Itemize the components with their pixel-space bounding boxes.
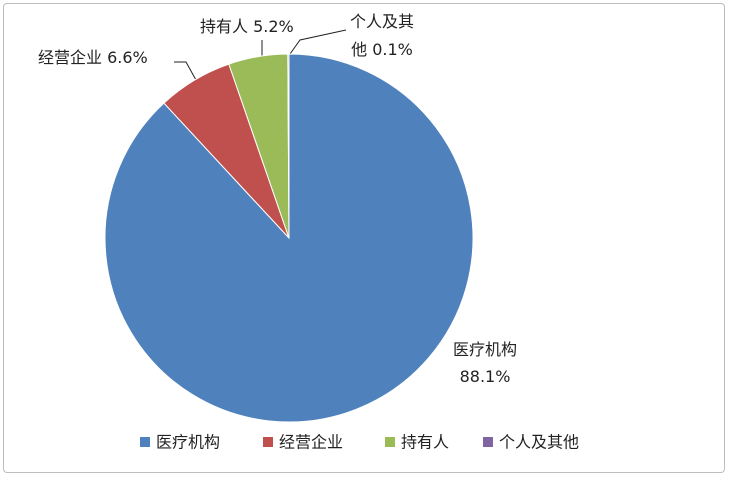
- data-label: 个人及其他 0.1%: [346, 8, 418, 64]
- data-label: 医疗机构 88.1%: [440, 336, 530, 390]
- legend-label: 个人及其他: [499, 433, 579, 452]
- legend-swatch: [385, 437, 395, 447]
- label-category: 经营企业: [38, 48, 103, 67]
- label-value: 6.6%: [107, 48, 148, 67]
- label-value: 88.1%: [459, 367, 511, 386]
- label-value: 5.2%: [253, 17, 294, 36]
- leader-line: [174, 61, 197, 81]
- legend-swatch: [263, 437, 273, 447]
- chart-border: [3, 3, 725, 473]
- legend-swatch: [483, 437, 493, 447]
- label-value: 0.1%: [372, 40, 413, 59]
- legend-label: 持有人: [401, 433, 449, 452]
- legend-swatch: [140, 437, 150, 447]
- label-category: 医疗机构: [452, 340, 517, 359]
- label-category: 持有人: [200, 17, 249, 36]
- legend-label: 医疗机构: [156, 433, 220, 452]
- data-label: 持有人 5.2%: [200, 13, 294, 40]
- legend-label: 经营企业: [279, 433, 343, 452]
- leader-line: [289, 29, 347, 55]
- data-label: 经营企业 6.6%: [38, 44, 148, 71]
- label-category: 个人及其他: [349, 12, 414, 59]
- pie-slice: [287, 53, 290, 239]
